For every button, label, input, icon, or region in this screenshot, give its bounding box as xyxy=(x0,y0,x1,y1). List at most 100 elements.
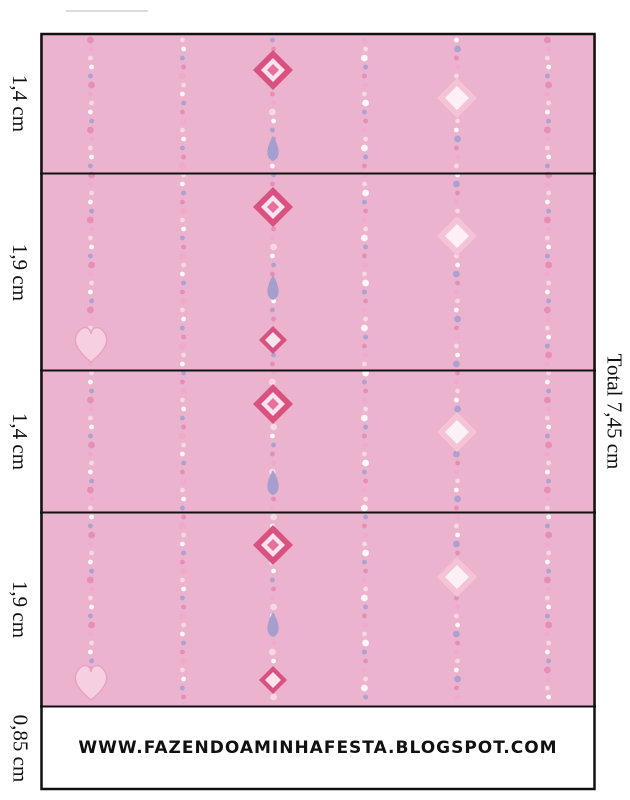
bead xyxy=(270,243,277,251)
bead xyxy=(362,91,367,97)
bead xyxy=(546,208,551,214)
bead xyxy=(181,586,187,592)
bead xyxy=(181,64,187,70)
bead xyxy=(87,486,94,494)
bead xyxy=(363,64,368,70)
bead xyxy=(545,433,550,439)
bead xyxy=(180,487,185,493)
bead xyxy=(88,433,93,439)
bead xyxy=(363,46,368,52)
bead xyxy=(271,640,276,646)
bead xyxy=(454,675,461,683)
bead xyxy=(455,604,460,610)
bead xyxy=(454,405,461,413)
bead xyxy=(180,181,185,187)
bead xyxy=(180,567,188,575)
bead xyxy=(546,64,551,70)
bead xyxy=(89,658,94,664)
bead xyxy=(363,226,368,232)
bead xyxy=(545,91,550,97)
website-url: WWW.FAZENDOAMINHAFESTA.BLOGSPOT.COM xyxy=(78,738,558,758)
bead xyxy=(89,280,94,286)
bead xyxy=(181,442,187,448)
bead xyxy=(88,163,93,169)
bead xyxy=(363,676,368,682)
bead xyxy=(544,36,551,44)
bead xyxy=(544,126,551,134)
bead xyxy=(179,162,186,170)
bead xyxy=(545,163,550,169)
bead xyxy=(270,505,275,511)
bead xyxy=(89,154,94,160)
bead xyxy=(88,109,93,115)
bead xyxy=(362,181,367,187)
bead xyxy=(87,396,94,404)
bead xyxy=(362,523,367,529)
bead xyxy=(546,190,551,196)
bead xyxy=(181,406,187,412)
bead xyxy=(271,442,276,448)
bead xyxy=(455,388,460,394)
bead xyxy=(363,388,368,394)
heart-gem-icon xyxy=(74,664,108,701)
teardrop-gem-icon xyxy=(267,612,279,637)
bead xyxy=(362,163,367,169)
bead xyxy=(545,271,550,277)
bead xyxy=(89,460,94,466)
bead xyxy=(88,73,93,79)
height-label: 1,9 cm xyxy=(8,243,33,301)
label-template xyxy=(40,32,596,791)
bead xyxy=(88,289,93,295)
bead xyxy=(545,181,550,187)
height-label: 0,85 cm xyxy=(8,714,33,782)
bead xyxy=(545,595,550,601)
bead xyxy=(546,136,551,142)
bead xyxy=(363,208,368,214)
bead xyxy=(89,316,94,322)
bead xyxy=(546,424,551,430)
bead xyxy=(362,289,367,295)
bead xyxy=(271,352,276,358)
bead xyxy=(88,271,93,277)
bead xyxy=(546,100,551,106)
bead xyxy=(545,613,550,619)
bead xyxy=(455,280,460,286)
bead xyxy=(88,451,93,457)
bead xyxy=(88,531,95,539)
band-1 xyxy=(40,34,596,173)
bead xyxy=(545,145,550,151)
bead xyxy=(363,406,368,412)
bead xyxy=(362,199,367,205)
bead xyxy=(454,37,459,43)
bead xyxy=(454,55,459,61)
bead xyxy=(362,667,367,673)
bead xyxy=(179,72,186,80)
bead xyxy=(546,460,551,466)
bead xyxy=(545,253,550,259)
bead xyxy=(88,235,93,241)
bead xyxy=(88,379,93,385)
bead xyxy=(179,432,186,440)
bead xyxy=(362,73,367,79)
bead xyxy=(362,99,369,107)
bead xyxy=(270,127,275,133)
top-scan-line xyxy=(66,10,148,12)
bead xyxy=(180,595,185,601)
band-2 xyxy=(40,174,596,370)
bead xyxy=(179,612,186,620)
bead xyxy=(89,190,94,196)
bead xyxy=(271,262,276,268)
bead xyxy=(455,460,460,466)
bead xyxy=(271,370,276,376)
bead xyxy=(545,325,550,331)
gem-diamond-icon xyxy=(253,384,293,424)
bead xyxy=(180,667,185,673)
bead xyxy=(545,55,550,61)
bead xyxy=(362,541,367,547)
bead xyxy=(271,460,276,466)
bead xyxy=(455,694,460,700)
bead xyxy=(88,199,93,205)
bead xyxy=(363,136,368,142)
bead xyxy=(545,379,550,385)
bead xyxy=(546,298,551,304)
